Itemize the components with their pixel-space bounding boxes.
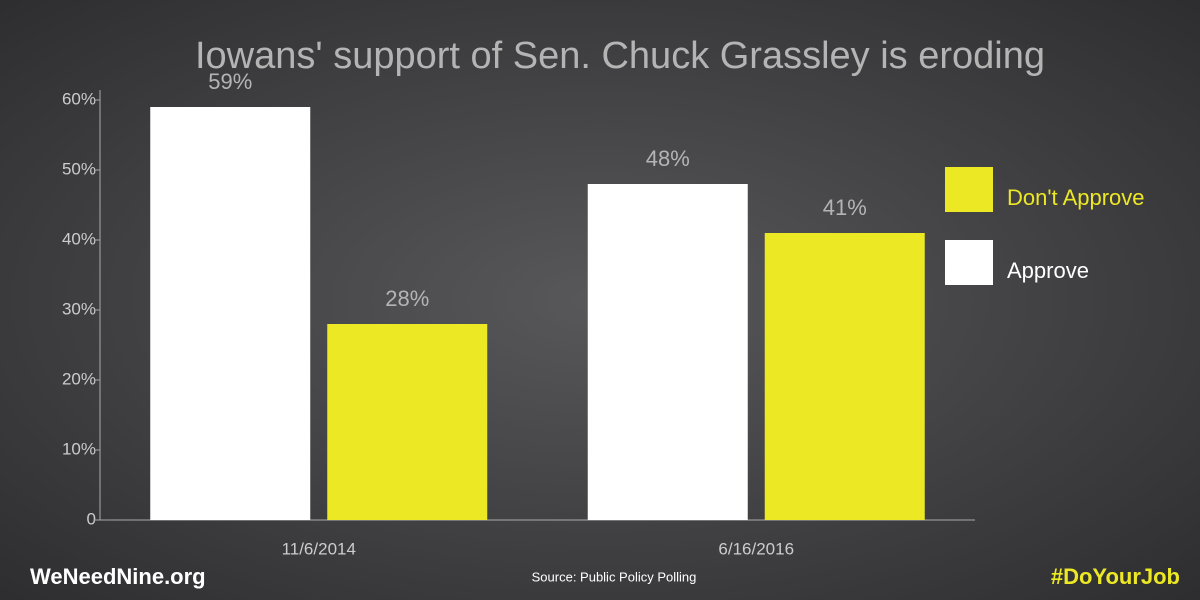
- footer-right: #DoYourJob: [1051, 564, 1180, 589]
- y-tick-label: 30%: [62, 299, 96, 318]
- value-label: 28%: [385, 286, 429, 311]
- y-tick-label: 50%: [62, 159, 96, 178]
- value-label: 48%: [646, 146, 690, 171]
- x-tick-label: 11/6/2014: [282, 539, 356, 558]
- legend-label: Approve: [1007, 258, 1089, 283]
- value-label: 41%: [823, 195, 867, 220]
- y-tick-label: 10%: [62, 439, 96, 458]
- legend-swatch: [945, 240, 993, 285]
- legend-swatch: [945, 167, 993, 212]
- footer-left: WeNeedNine.org: [30, 564, 206, 589]
- source: Source: Public Policy Polling: [532, 569, 697, 584]
- y-tick-label: 0: [87, 509, 96, 528]
- x-tick-label: 6/16/2016: [718, 539, 794, 558]
- bar: [327, 324, 488, 520]
- bar: [587, 184, 748, 520]
- legend-label: Don't Approve: [1007, 185, 1145, 210]
- bar: [150, 107, 311, 520]
- value-label: 59%: [208, 69, 252, 94]
- chart-title: Iowans' support of Sen. Chuck Grassley i…: [195, 35, 1045, 77]
- y-tick-label: 40%: [62, 229, 96, 248]
- y-tick-label: 60%: [62, 89, 96, 108]
- y-tick-label: 20%: [62, 369, 96, 388]
- bar: [764, 233, 925, 520]
